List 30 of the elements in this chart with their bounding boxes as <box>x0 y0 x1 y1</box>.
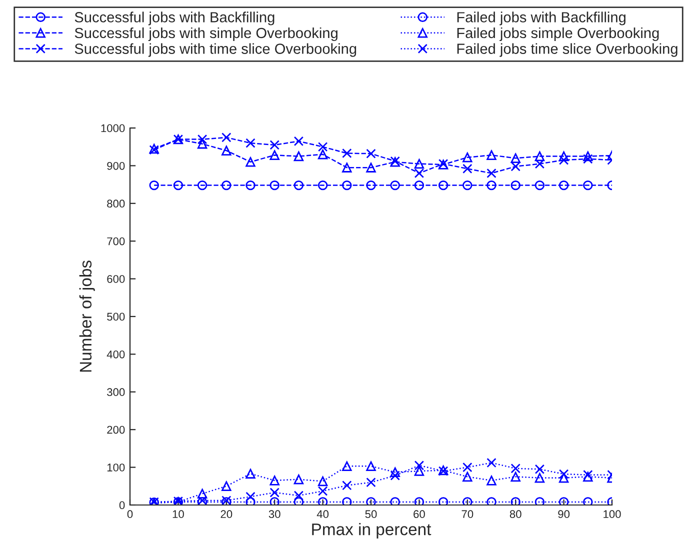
y-tick-label: 600 <box>107 275 125 283</box>
y-tick-label: 500 <box>107 312 125 321</box>
legend-label: Failed jobs time slice Overbooking <box>457 43 678 57</box>
y-tick-label: 0 <box>119 501 125 510</box>
x-tick-label: 20 <box>220 510 232 518</box>
legend-label: Failed jobs with Backfilling <box>457 12 626 26</box>
x-tick-label: 100 <box>604 510 621 518</box>
y-tick-label: 800 <box>107 200 125 208</box>
y-tick-label: 1000 <box>101 124 125 132</box>
x-axis-title: Pmax in percent <box>312 522 432 539</box>
x-tick-label: 10 <box>172 510 184 518</box>
y-tick-label: 400 <box>106 350 125 358</box>
x-tick-label: 70 <box>462 510 474 518</box>
x-tick-label: 30 <box>268 510 280 518</box>
y-axis-title: Number of jobs <box>79 260 95 372</box>
legend-label: Successful jobs with time slice Overbooking <box>74 43 356 57</box>
x-tick-label: 40 <box>316 510 329 518</box>
x-tick-label: 60 <box>414 510 425 518</box>
y-tick-label: 700 <box>107 237 125 246</box>
x-tick-label: 90 <box>558 510 570 518</box>
x-tick-label: 50 <box>365 510 377 518</box>
y-tick-label: 300 <box>107 388 125 396</box>
legend-label: Failed jobs simple Overbooking <box>457 27 659 42</box>
y-tick-label: 900 <box>107 162 125 170</box>
x-tick-label: 80 <box>510 510 522 518</box>
x-tick-label: 0 <box>127 510 133 518</box>
legend-label: Successful jobs with simple Overbooking <box>74 27 338 42</box>
legend-label: Successful jobs with Backfilling <box>74 12 274 26</box>
y-tick-label: 100 <box>107 464 125 472</box>
y-tick-label: 200 <box>107 426 125 434</box>
